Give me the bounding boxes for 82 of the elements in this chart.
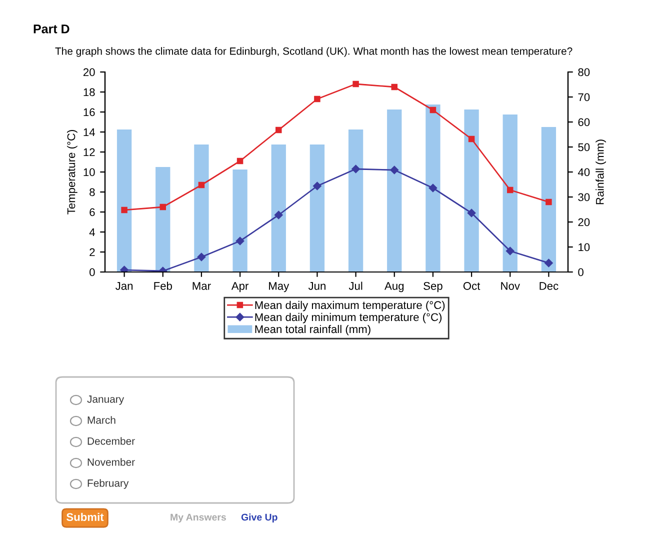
text: December	[88, 437, 135, 445]
text: January	[87, 396, 124, 405]
point	[467, 208, 476, 218]
point	[546, 198, 552, 206]
y-tick-label: 6	[90, 208, 95, 216]
point	[120, 266, 128, 272]
y-tick-label: 14	[84, 128, 95, 136]
point	[391, 84, 398, 90]
x-tick-label: Jul	[348, 282, 362, 290]
legend-label: Mean daily maximum temperature (°C)	[255, 300, 445, 312]
y2-tick-label: 60	[578, 118, 590, 126]
point	[160, 204, 166, 210]
point	[236, 158, 244, 164]
text: Give Up	[241, 513, 278, 523]
y2-tick-label: 20	[578, 218, 590, 226]
bar	[464, 110, 479, 272]
bar	[426, 104, 440, 272]
point	[506, 246, 514, 256]
y2-axis-title: Rainfall (mm)	[596, 140, 606, 204]
text: Submit	[66, 512, 104, 521]
bar	[232, 170, 248, 272]
point	[313, 182, 322, 190]
bar	[271, 144, 286, 272]
point	[352, 164, 360, 174]
text: March	[88, 416, 116, 424]
point	[468, 136, 475, 142]
x-tick-label: May	[269, 282, 290, 292]
point	[274, 210, 283, 220]
y-axis-title: Temperature (°C)	[67, 130, 78, 214]
x-tick-label: Oct	[463, 282, 480, 290]
y-tick-label: 20	[83, 68, 95, 76]
point	[507, 186, 514, 194]
x-tick-label: Mar	[192, 282, 211, 290]
x-tick-label: Apr	[231, 282, 249, 292]
point	[197, 252, 206, 262]
bar	[541, 127, 556, 272]
text: November	[88, 458, 135, 466]
bar	[310, 144, 325, 272]
x-tick-label: Sep	[424, 282, 442, 292]
point	[390, 166, 399, 174]
y2-tick-label: 40	[578, 168, 590, 176]
legend-label: Mean total rainfall (mm)	[255, 324, 370, 336]
point	[352, 80, 359, 88]
point	[198, 182, 205, 188]
point	[428, 184, 438, 192]
x-tick-label: Jun	[308, 282, 326, 290]
x-tick-label: Jan	[116, 282, 133, 290]
bar	[387, 110, 402, 272]
point	[314, 96, 320, 102]
point	[236, 236, 244, 246]
y2-tick-label: 50	[578, 143, 590, 152]
point	[276, 126, 282, 134]
y-tick-label: 4	[89, 228, 95, 236]
y-tick-label: 16	[84, 108, 95, 116]
point	[121, 206, 128, 214]
chart-subtitle: The graph shows the climate data for Edinburgh, Scotland (UK). What month has the lowest mean temperature?	[55, 47, 572, 57]
text: February	[88, 479, 129, 489]
x-tick-label: Dec	[540, 282, 558, 290]
y2-tick-label: 30	[578, 193, 590, 202]
y-tick-label: 18	[84, 88, 95, 96]
y2-tick-label: 10	[578, 243, 590, 252]
x-tick-label: Feb	[154, 282, 172, 290]
y-tick-label: 12	[84, 148, 95, 156]
y2-tick-label: 80	[578, 68, 590, 76]
point	[544, 258, 553, 268]
legend-label: Mean daily minimum temperature (°C)	[255, 312, 442, 324]
y-tick-label: 0	[90, 268, 95, 276]
text: My Answers	[170, 514, 226, 523]
y-tick-label: 8	[90, 188, 95, 196]
bar	[502, 114, 518, 272]
chart-title: Part D	[34, 24, 70, 34]
y2-tick-label: 70	[578, 93, 590, 102]
bar	[194, 144, 209, 272]
y-tick-label: 10	[84, 168, 95, 176]
y-tick-label: 2	[90, 248, 95, 256]
x-tick-label: Nov	[501, 282, 520, 290]
point	[430, 106, 436, 114]
bar	[156, 167, 170, 272]
y2-tick-label: 0	[578, 268, 584, 276]
x-tick-label: Aug	[384, 282, 404, 292]
bar	[348, 130, 364, 272]
bar	[116, 130, 132, 272]
